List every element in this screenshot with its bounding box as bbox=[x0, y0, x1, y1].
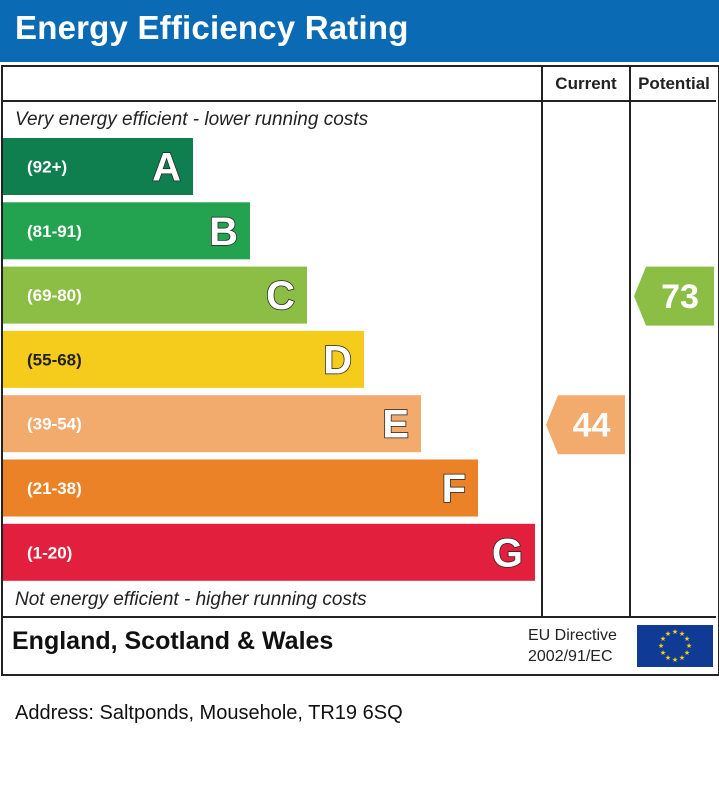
potential-column-header: Potential bbox=[638, 74, 710, 93]
svg-text:★: ★ bbox=[679, 654, 685, 662]
eu-directive-label: EU Directive bbox=[528, 627, 617, 644]
band-f-bar bbox=[3, 459, 478, 517]
band-f-range: (21-38) bbox=[27, 479, 82, 498]
band-e-range: (39-54) bbox=[27, 415, 82, 434]
svg-text:★: ★ bbox=[672, 656, 678, 664]
band-b-bar bbox=[3, 202, 250, 260]
efficient-note: Very energy efficient - lower running co… bbox=[15, 109, 369, 130]
potential-rating-value: 73 bbox=[661, 278, 699, 316]
band-f-letter: F bbox=[442, 467, 466, 511]
band-b-range: (81-91) bbox=[27, 222, 82, 241]
band-a-letter: A bbox=[152, 146, 181, 190]
property-address: Address: Saltponds, Mousehole, TR19 6SQ bbox=[15, 702, 403, 724]
chart-title: Energy Efficiency Rating bbox=[15, 9, 409, 46]
band-g-range: (1-20) bbox=[27, 543, 72, 562]
potential-column-divider bbox=[629, 67, 631, 617]
svg-text:★: ★ bbox=[672, 628, 678, 636]
band-c-bar bbox=[3, 266, 307, 324]
band-e-letter: E bbox=[382, 403, 409, 447]
svg-text:★: ★ bbox=[684, 649, 690, 657]
eu-directive-number: 2002/91/EC bbox=[528, 648, 613, 665]
title-bar: Energy Efficiency Rating bbox=[0, 0, 719, 62]
band-a-range: (92+) bbox=[27, 158, 67, 177]
header-row-divider bbox=[3, 100, 716, 102]
band-a-bar bbox=[3, 138, 193, 195]
band-c-range: (69-80) bbox=[27, 286, 82, 305]
svg-text:★: ★ bbox=[658, 642, 664, 650]
svg-text:★: ★ bbox=[665, 630, 671, 638]
current-column-divider bbox=[541, 67, 543, 617]
band-b-letter: B bbox=[209, 210, 238, 254]
current-rating-value: 44 bbox=[573, 407, 611, 445]
current-rating-arrow bbox=[546, 395, 625, 455]
band-g-bar bbox=[3, 523, 535, 581]
eu-flag-icon: ★ ★ ★ ★ ★ ★ ★ ★ ★ ★ ★ ★ bbox=[637, 625, 713, 667]
svg-text:★: ★ bbox=[684, 635, 690, 643]
svg-text:★: ★ bbox=[679, 630, 685, 638]
svg-text:★: ★ bbox=[686, 642, 692, 650]
band-d-letter: D bbox=[323, 338, 352, 382]
svg-text:★: ★ bbox=[660, 649, 666, 657]
band-d-range: (55-68) bbox=[27, 350, 82, 369]
potential-rating-arrow bbox=[634, 266, 714, 326]
band-c-letter: C bbox=[266, 274, 295, 318]
region-label: England, Scotland & Wales bbox=[12, 627, 334, 655]
current-column-header: Current bbox=[555, 74, 617, 93]
footer-row-divider bbox=[3, 616, 716, 618]
svg-text:★: ★ bbox=[665, 654, 671, 662]
svg-text:★: ★ bbox=[660, 635, 666, 643]
inefficient-note: Not energy efficient - higher running co… bbox=[15, 589, 367, 610]
band-g-letter: G bbox=[492, 531, 523, 575]
band-e-bar bbox=[3, 395, 421, 453]
band-d-bar bbox=[3, 330, 364, 388]
